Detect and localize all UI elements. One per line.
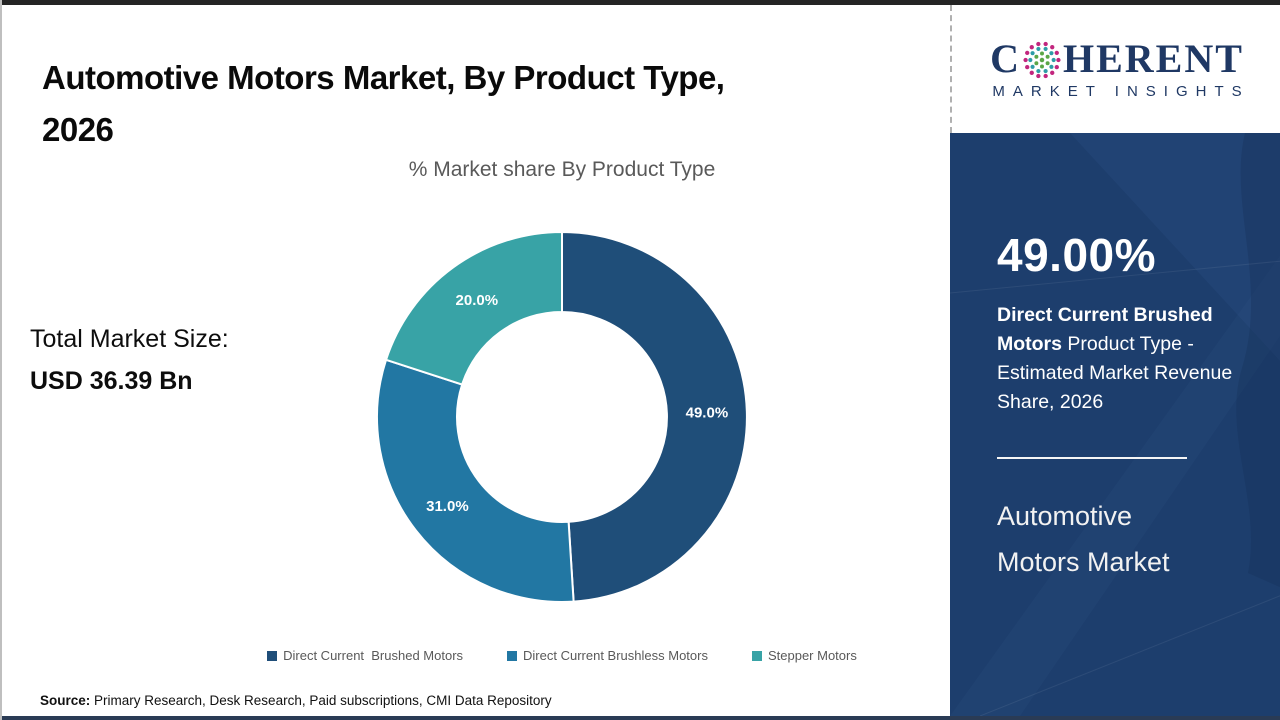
page-title-line2: 2026 <box>42 111 114 149</box>
slice-label: 49.0% <box>686 405 729 422</box>
page-title: Automotive Motors Market, By Product Typ… <box>42 52 922 156</box>
legend-label: Stepper Motors <box>767 648 857 663</box>
highlight-stat-description: Direct Current Brushed Motors Product Ty… <box>997 301 1243 417</box>
slice-label: 20.0% <box>456 292 499 309</box>
donut-chart: 49.0% 31.0% 20.0% <box>376 231 748 603</box>
brand-subtitle: MARKET INSIGHTS <box>992 82 1250 100</box>
legend-label: Direct Current Brushless Motors <box>523 648 708 663</box>
highlight-sidebar: 49.00% Direct Current Brushed Motors Pro… <box>950 133 1280 716</box>
chart-legend: Direct Current Brushed Motors Direct Curr… <box>182 648 942 663</box>
top-border-bar <box>2 0 1280 5</box>
total-market-size-label: Total Market Size: <box>30 325 229 353</box>
legend-item: Direct Current Brushless Motors <box>507 648 708 663</box>
brand-logo: C HERENT MARKET INSIGHTS <box>950 5 1280 133</box>
market-name: Automotive Motors Market <box>997 501 1170 578</box>
slice-label: 31.0% <box>426 498 469 515</box>
legend-swatch <box>267 650 278 661</box>
legend-label: Direct Current Brushed Motors <box>283 648 464 663</box>
page-title-line1: Automotive Motors Market, By Product Typ… <box>42 59 725 97</box>
total-market-size-value: USD 36.39 Bn <box>30 367 193 395</box>
map-texture <box>950 133 1280 716</box>
bottom-border-bar <box>2 716 1280 720</box>
globe-dots <box>1023 41 1061 78</box>
brand-wordmark: C HERENT <box>990 35 1244 81</box>
legend-swatch <box>507 650 518 661</box>
legend-item: Direct Current Brushed Motors <box>267 648 463 663</box>
brand-letter-c: C <box>990 35 1021 81</box>
source-label: Source: <box>40 693 91 708</box>
total-market-size: Total Market Size: USD 36.39 Bn <box>30 325 229 396</box>
highlight-stat-value: 49.00% <box>997 229 1157 281</box>
donut-slice <box>385 231 563 386</box>
stat-segment-name: Direct Current Brushed Motors <box>997 304 1213 356</box>
brand-letters-herent: HERENT <box>1062 35 1244 81</box>
source-note: Source: Primary Research, Desk Research,… <box>40 693 552 708</box>
donut-slice <box>376 358 575 603</box>
donut-slice <box>561 231 748 603</box>
source-text: Primary Research, Desk Research, Paid su… <box>90 693 552 708</box>
legend-item: Stepper Motors <box>751 648 857 663</box>
sidebar-divider <box>997 457 1187 460</box>
legend-swatch <box>751 650 762 661</box>
globe-icon <box>1023 41 1061 79</box>
stat-description-rest: Product Type - Estimated Market Revenue … <box>997 333 1233 414</box>
chart-title: % Market share By Product Type <box>408 158 716 181</box>
